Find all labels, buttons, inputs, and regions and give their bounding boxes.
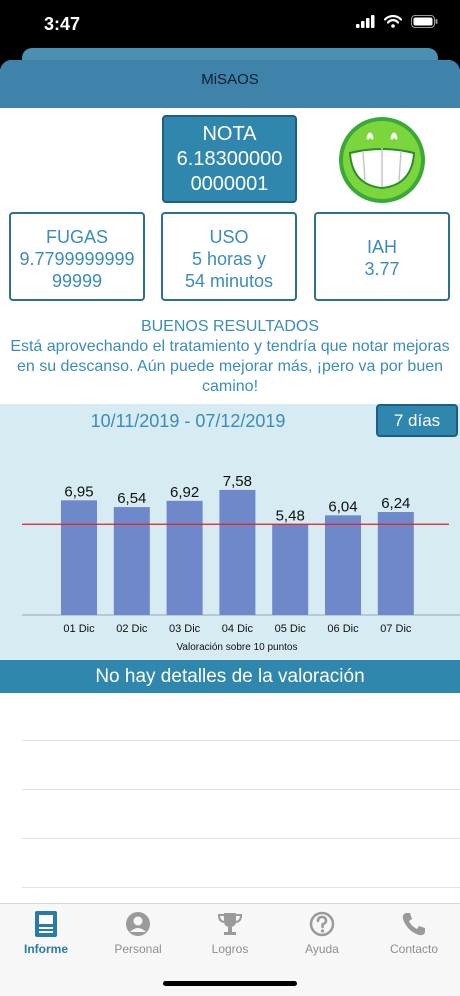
nota-value-line1: 6.18300000 — [176, 148, 283, 170]
result-title: BUENOS RESULTADOS — [140, 318, 320, 335]
fugas-value-line2: 99999 — [51, 271, 103, 291]
bar-value-label: 6,54 — [117, 490, 146, 507]
period-button[interactable]: 7 días — [376, 404, 458, 437]
list-divider — [22, 789, 460, 790]
result-message: Está aprovechando el tratamiento y tendr… — [10, 338, 450, 395]
battery-icon — [411, 15, 438, 28]
home-indicator — [163, 981, 297, 986]
x-tick-label: 02 Dic — [116, 623, 148, 635]
status-bar: 3:47 — [0, 0, 460, 48]
x-tick-label: 04 Dic — [222, 623, 254, 635]
bar — [325, 515, 361, 615]
bar — [113, 507, 150, 615]
person-icon — [126, 912, 150, 936]
x-axis-title: Valoración sobre 10 puntos — [176, 642, 297, 653]
date-range: 10/11/2019 - 07/12/2019 — [90, 411, 286, 431]
bar-chart: 6,95 01 Dic 6,54 02 Dic 6,92 03 Dic 7,58 04 Dic… — [22, 473, 460, 653]
wifi-icon — [384, 15, 402, 28]
uso-value-line2: 54 minutos — [184, 271, 274, 291]
tab-logros[interactable]: Logros — [184, 910, 276, 956]
list-divider — [22, 740, 460, 741]
nota-label: NOTA — [202, 123, 257, 145]
bar — [377, 512, 414, 615]
uso-label: USO — [209, 227, 249, 247]
tab-label: Logros — [211, 942, 249, 956]
result-section: BUENOS RESULTADOS Está aprovechando el t… — [0, 317, 460, 397]
tab-personal[interactable]: Personal — [92, 910, 184, 956]
fugas-value-line1: 9.7799999999 — [19, 249, 135, 269]
metric-iah: IAH 3.77 — [314, 212, 450, 301]
nav-bar: MiSAOS — [0, 60, 460, 108]
x-tick-label: 07 Dic — [380, 623, 412, 635]
bar-value-label: 6,95 — [64, 483, 93, 500]
tab-ayuda[interactable]: Ayuda — [276, 910, 368, 956]
status-icons — [356, 15, 438, 28]
tab-bar: Informe Personal Logros Ayuda Contac — [0, 903, 460, 996]
chart-area: 6,95 01 Dic 6,54 02 Dic 6,92 03 Dic 7,58 04 Dic… — [0, 404, 460, 660]
x-tick-label: 05 Dic — [275, 623, 307, 635]
x-tick-label: 03 Dic — [169, 623, 201, 635]
bar — [166, 500, 203, 615]
nota-box: NOTA 6.18300000 0000001 — [162, 115, 297, 203]
bar-value-label: 5,48 — [276, 508, 305, 525]
status-time: 3:47 — [44, 14, 81, 34]
bar-value-label: 6,24 — [381, 495, 410, 512]
x-tick-label: 01 Dic — [63, 623, 95, 635]
bar-value-label: 7,58 — [223, 473, 252, 490]
x-tick-label: 06 Dic — [327, 623, 359, 635]
details-header: No hay detalles de la valoración — [0, 660, 460, 693]
signal-icon — [356, 15, 375, 28]
metric-uso: USO 5 horas y 54 minutos — [161, 212, 297, 301]
list-divider — [22, 887, 460, 888]
list-divider — [22, 838, 460, 839]
iah-value: 3.77 — [364, 259, 400, 279]
iah-label: IAH — [366, 237, 397, 257]
tab-contacto[interactable]: Contacto — [368, 910, 460, 956]
bar — [272, 524, 309, 615]
app-title: MiSAOS — [201, 71, 259, 88]
bar-value-label: 6,04 — [328, 498, 357, 515]
tab-informe[interactable]: Informe — [0, 910, 92, 956]
tab-label: Personal — [114, 942, 162, 956]
smiley-face-icon — [339, 117, 425, 203]
metric-fugas: FUGAS 9.7799999999 99999 — [9, 212, 145, 301]
report-icon — [35, 911, 57, 937]
trophy-icon — [217, 913, 243, 935]
app-sheet: MiSAOS NOTA 6.18300000 0000001 FUGAS 9.7… — [0, 60, 460, 996]
nota-value-line2: 0000001 — [190, 173, 269, 195]
uso-value-line1: 5 horas y — [191, 249, 267, 269]
tab-label: Ayuda — [305, 942, 339, 956]
bar-value-label: 6,92 — [170, 484, 199, 501]
bar — [219, 489, 256, 615]
tab-label: Contacto — [389, 942, 439, 956]
tab-label: Informe — [23, 942, 68, 956]
bar — [61, 500, 97, 615]
phone-icon — [402, 913, 425, 936]
help-icon — [309, 911, 335, 937]
fugas-label: FUGAS — [45, 227, 108, 247]
